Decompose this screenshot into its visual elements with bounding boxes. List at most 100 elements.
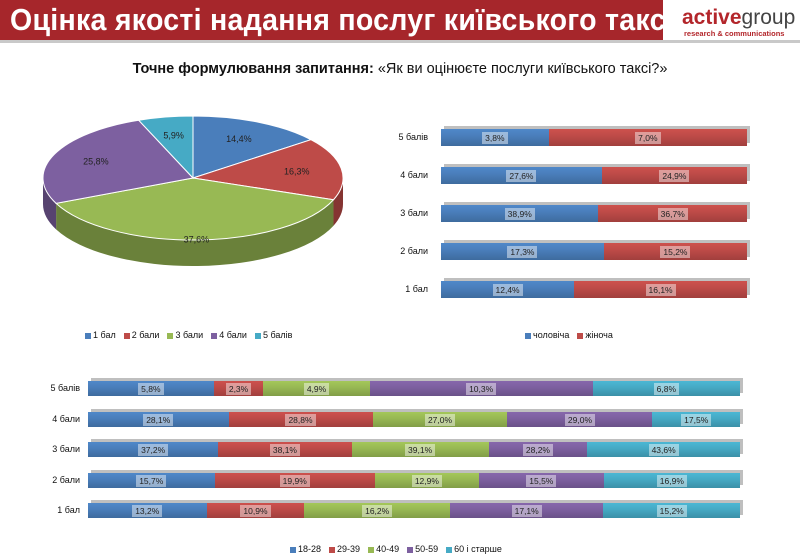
bar-row: 3,8% 7,0%	[441, 129, 747, 146]
bar-segment: 4,9%	[263, 381, 370, 396]
bar-segment: 3,8%	[441, 129, 549, 146]
page-title: Оцінка якості надання послуг київського …	[10, 2, 674, 37]
bar-data-label: 7,0%	[635, 131, 661, 144]
bar-row: 17,3% 15,2%	[441, 243, 747, 260]
bar-data-label: 16,9%	[656, 474, 687, 487]
bar-segment: 38,1%	[218, 442, 352, 457]
bar-segment: 5,8%	[88, 381, 214, 396]
bar-row: 38,9% 36,7%	[441, 205, 747, 222]
bar-data-label: 37,2%	[138, 443, 169, 456]
bar-segment: 27,0%	[372, 412, 508, 427]
bar-data-label: 15,2%	[660, 245, 691, 258]
bar-data-label: 15,2%	[656, 504, 687, 517]
bar-data-label: 16,1%	[645, 283, 676, 296]
legend-item: 5 балів	[254, 330, 292, 340]
legend-label: 1 бал	[93, 330, 116, 340]
bar-data-label: 27,0%	[424, 413, 456, 426]
legend-item: 4 бали	[211, 330, 247, 340]
bar-data-label: 10,9%	[240, 504, 271, 517]
bar-segment: 28,8%	[228, 412, 373, 427]
bar-row: 15,7% 19,9% 12,9% 15,5% 16,9%	[88, 473, 740, 488]
bar-data-label: 24,9%	[659, 169, 690, 182]
legend-item: 3 бали	[167, 330, 203, 340]
chart-legend: 1 бал 2 бали 3 бали 4 бали 5 балів	[85, 330, 292, 340]
bar-data-label: 4,9%	[303, 382, 330, 395]
legend-label: 18-28	[298, 544, 322, 554]
legend-label: 2 бали	[131, 330, 160, 340]
bar-segment: 15,5%	[478, 473, 604, 488]
legend-swatch	[123, 332, 130, 339]
bar-segment: 28,2%	[488, 442, 588, 457]
legend-label: жіноча	[585, 330, 613, 340]
category-label: 2 бали	[400, 245, 428, 256]
legend-item: 60 і старше	[446, 544, 502, 554]
bar-data-label: 13,2%	[132, 504, 163, 517]
legend-label: 3 бали	[175, 330, 204, 340]
pie-data-label: 5,9%	[163, 130, 184, 140]
legend-label: 50-59	[415, 544, 439, 554]
bar-segment: 13,2%	[88, 503, 207, 518]
bar-segment: 12,9%	[374, 473, 479, 488]
bar-row: 37,2% 38,1% 39,1% 28,2% 43,6%	[88, 442, 740, 457]
pie-slice-side	[56, 199, 334, 267]
category-label: 3 бали	[400, 207, 428, 218]
bar-segment: 28,1%	[88, 412, 229, 427]
bar-row: 5,8% 2,3% 4,9% 10,3% 6,8%	[88, 381, 740, 396]
bar-data-label: 28,8%	[285, 413, 316, 426]
bar-row: 13,2% 10,9% 16,2% 17,1% 15,2%	[88, 503, 740, 518]
pie-slice-side	[43, 178, 57, 230]
pie-slice	[137, 115, 194, 180]
pie-data-label: 37,6%	[184, 235, 210, 245]
bar-data-label: 39,1%	[405, 443, 436, 456]
bar-data-label: 19,9%	[279, 474, 310, 487]
legend-label: 4 бали	[219, 330, 247, 340]
legend-label: 40-49	[376, 544, 400, 554]
question-text: «Як ви оцінюєте послуги київського таксі…	[377, 61, 668, 77]
bar-data-label: 17,1%	[511, 504, 542, 517]
bar-segment: 6,8%	[592, 381, 740, 396]
bar-data-label: 43,6%	[648, 443, 679, 456]
category-label: 3 бали	[52, 443, 80, 454]
bar-segment: 16,1%	[574, 281, 747, 298]
legend-swatch	[290, 546, 296, 553]
legend-swatch	[329, 546, 336, 553]
legend-swatch	[525, 332, 531, 339]
logo-main: active	[682, 6, 742, 29]
bar-segment: 10,9%	[206, 503, 305, 518]
bar-segment: 38,9%	[441, 205, 599, 222]
bar-data-label: 38,1%	[269, 443, 300, 456]
pie-slice	[192, 139, 344, 201]
bar-data-label: 28,2%	[522, 443, 553, 456]
category-label: 1 бал	[405, 283, 428, 294]
legend-swatch	[577, 332, 584, 339]
pie-data-label: 16,3%	[284, 166, 310, 176]
bar-data-label: 10,3%	[466, 382, 497, 395]
legend-item: 18-28	[290, 544, 321, 554]
legend-swatch	[446, 546, 453, 553]
bar-segment: 2,3%	[213, 381, 264, 396]
legend-swatch	[167, 332, 174, 339]
legend-swatch	[368, 546, 375, 553]
category-label: 2 бали	[52, 474, 80, 485]
bar-data-label: 15,7%	[136, 474, 167, 487]
bar-segment: 15,7%	[88, 473, 215, 488]
logo: activegroup research & communications	[668, 0, 800, 40]
bar-data-label: 16,2%	[362, 504, 393, 517]
bar-segment: 16,2%	[304, 503, 450, 518]
legend-item: жіноча	[577, 330, 613, 340]
category-label: 5 балів	[398, 131, 429, 142]
question-label: Точне формулювання запитання:	[132, 61, 374, 77]
bar-segment: 19,9%	[214, 473, 375, 488]
bar-row: 28,1% 28,8% 27,0% 29,0% 17,5%	[88, 412, 740, 427]
legend-item: 1 бал	[85, 330, 116, 340]
question: Точне формулювання запитання: «Як ви оці…	[0, 61, 800, 77]
logo-subtitle: research & communications	[684, 29, 785, 38]
bar-segment: 37,2%	[88, 442, 219, 457]
legend-item: 40-49	[368, 544, 399, 554]
bar-segment: 17,1%	[449, 503, 604, 518]
bar-data-label: 2,3%	[225, 382, 252, 395]
bar-row: 12,4% 16,1%	[441, 281, 747, 298]
bar-segment: 39,1%	[351, 442, 489, 457]
bar-segment: 36,7%	[598, 205, 747, 222]
